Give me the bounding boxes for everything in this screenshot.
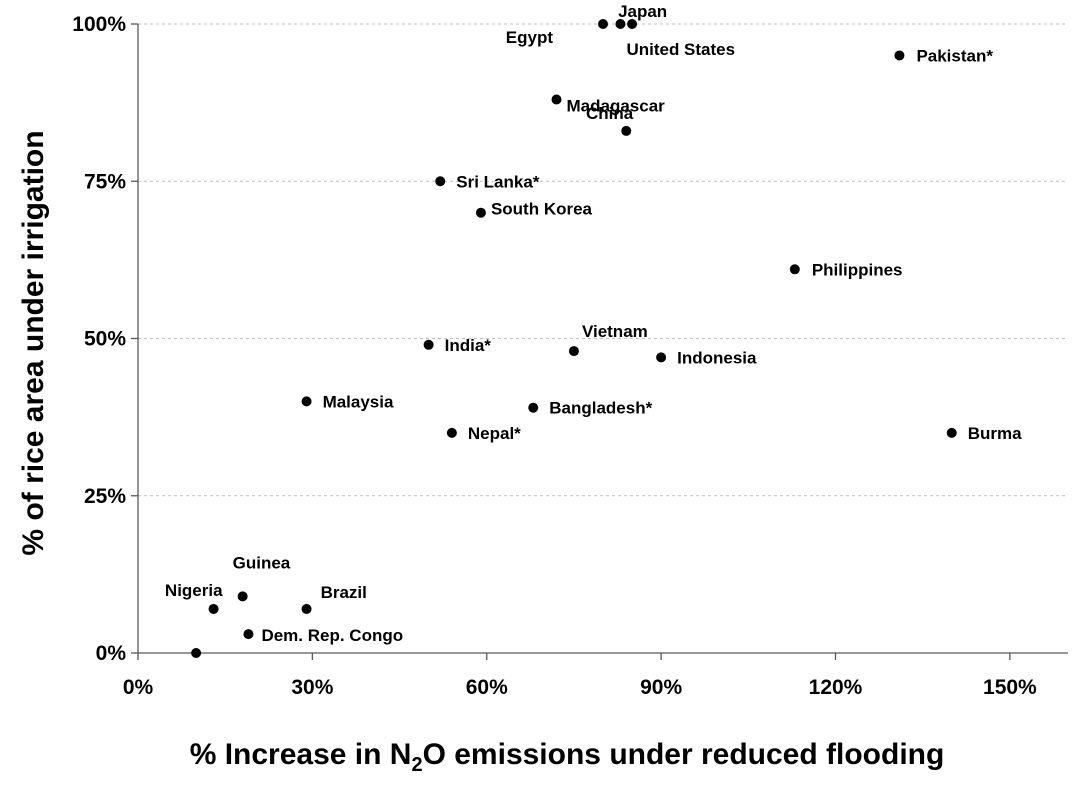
data-point: [894, 50, 905, 61]
point-label: Egypt: [506, 28, 554, 47]
gridlines: [138, 23, 1068, 497]
data-point: [627, 19, 638, 29]
data-point: [656, 352, 667, 363]
x-tick-label: 30%: [291, 676, 333, 699]
data-point: [621, 125, 632, 136]
point-label: Sri Lanka*: [456, 172, 540, 191]
y-axis-title: % of rice area under irrigation: [17, 130, 50, 555]
data-point: [598, 19, 608, 29]
point-label: China: [586, 104, 634, 123]
point-label: Bangladesh*: [549, 399, 652, 418]
point-label: Indonesia: [677, 348, 757, 367]
y-tick-label: 100%: [72, 13, 126, 36]
x-tick-label: 150%: [983, 676, 1037, 699]
y-tick-label: 25%: [84, 485, 126, 508]
x-axis-title: % Increase in N2O emissions under reduce…: [190, 738, 945, 776]
x-axis-title-prefix: % Increase in N: [190, 738, 412, 771]
y-tick-label: 75%: [84, 170, 126, 193]
data-point: [475, 207, 486, 218]
data-point: [301, 603, 312, 614]
point-label: Brazil: [321, 583, 367, 602]
x-tick-label: 0%: [123, 676, 154, 699]
data-point: [446, 427, 457, 438]
point-label: Madagascar: [567, 96, 666, 115]
data-point: [301, 396, 312, 407]
point-label: Pakistan*: [916, 46, 993, 65]
data-point: [191, 648, 202, 658]
y-tick-label: 0%: [96, 642, 127, 665]
data-point: [528, 402, 539, 413]
point-label: Japan: [618, 2, 667, 21]
data-point: [423, 339, 434, 350]
x-tick-label: 120%: [809, 676, 863, 699]
point-label: Nepal*: [468, 424, 521, 443]
data-point: [435, 176, 446, 187]
x-tick-label: 90%: [640, 676, 682, 699]
x-axis-title-suffix: O emissions under reduced flooding: [423, 738, 945, 771]
point-label: Nigeria: [165, 581, 223, 600]
data-point: [946, 427, 957, 438]
data-point: [568, 346, 579, 357]
point-label: Malaysia: [323, 392, 394, 411]
point-label: Guinea: [233, 553, 291, 572]
tick-labels: 0% 25% 50% 75% 100% 0% 30% 60% 90% 120% 150%: [72, 13, 1037, 699]
data-point: [237, 591, 248, 602]
axes: [131, 23, 1068, 660]
point-label: Vietnam: [582, 322, 648, 341]
data-point: [208, 603, 219, 614]
data-point: [615, 19, 626, 29]
data-point: [551, 94, 562, 105]
data-point: [789, 264, 800, 275]
x-axis-title-subscript: 2: [411, 754, 422, 776]
point-label: Philippines: [812, 260, 903, 279]
point-label: United States: [626, 40, 735, 59]
x-tick-label: 60%: [466, 676, 508, 699]
point-label: South Korea: [491, 200, 593, 219]
point-label: Burma: [968, 424, 1022, 443]
point-labels: Japan Egypt United States Pakistan* Madagasc…: [165, 2, 1022, 645]
data-point: [243, 629, 254, 640]
point-label: Dem. Rep. Congo: [261, 626, 403, 645]
point-label: India*: [445, 336, 492, 355]
y-tick-label: 50%: [84, 328, 126, 351]
data-points: [191, 19, 957, 658]
